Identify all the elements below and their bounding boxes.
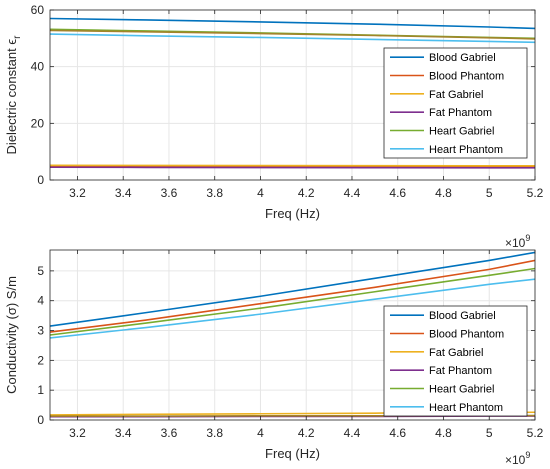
y-tick-label: 2 — [37, 353, 44, 367]
legend: Blood Gabriel Blood Phantom Fat Gabriel Fat… — [383, 47, 528, 159]
series-line-heart-phantom — [50, 33, 535, 44]
x-tick-label: 4 — [257, 426, 264, 440]
x-tick-label: 4.2 — [298, 186, 315, 200]
legend-entry-fat-phantom: Fat Phantom — [429, 107, 492, 119]
chart-panel-2: 3.2 3.4 3.6 3.8 4 4.2 4.4 4.6 4.8 5 5.2 0 1 2 3 4 5 Freq … — [4, 249, 544, 467]
y-tick-label: 40 — [31, 60, 45, 74]
x-tick-label: 3.2 — [69, 186, 86, 200]
x-tick-label: 5 — [486, 426, 493, 440]
series-line-blood-gabriel — [50, 251, 535, 327]
series-line-heart-gabriel — [50, 267, 535, 336]
series-group — [50, 251, 535, 418]
y-tick-label: 3 — [37, 324, 44, 338]
axes-box — [49, 9, 536, 181]
legend-box — [383, 47, 528, 159]
legend-entry-heart-gabriel: Heart Gabriel — [429, 126, 494, 138]
y-tick-label: 0 — [37, 173, 44, 187]
x-tick-label: 3.2 — [69, 426, 86, 440]
x-tick-label: 3.6 — [161, 186, 178, 200]
legend-box — [383, 305, 528, 417]
legend-entry-heart-phantom: Heart Phantom — [429, 144, 503, 156]
x-tick-label: 4.8 — [435, 426, 452, 440]
series-group — [50, 17, 535, 169]
x-axis-exponent: ×109 — [505, 233, 530, 250]
x-tick-label: 4.6 — [389, 186, 406, 200]
x-tick-label: 4.2 — [298, 426, 315, 440]
legend-entry-blood-phantom: Blood Phantom — [429, 71, 504, 83]
x-tick-label: 3.8 — [206, 426, 223, 440]
series-line-unlabeled-6 — [50, 29, 535, 40]
x-tick-label: 3.6 — [161, 426, 178, 440]
legend-entry-heart-phantom: Heart Phantom — [429, 402, 503, 414]
chart-panel-1: 3.2 3.4 3.6 3.8 4 4.2 4.4 4.6 4.8 5 5.2 0 20 40 60 Freq… — [4, 3, 544, 250]
series-line-fat-gabriel — [50, 164, 535, 167]
x-axis-exponent: ×109 — [505, 450, 530, 467]
series-line-fat-phantom — [50, 166, 535, 169]
x-axis-label: Freq (Hz) — [265, 206, 320, 221]
legend-entry-fat-gabriel: Fat Gabriel — [429, 347, 483, 359]
x-tick-label: 4.4 — [344, 426, 361, 440]
series-line-heart-phantom — [50, 278, 535, 339]
x-axis-exponent-power: 9 — [525, 233, 530, 243]
x-tick-label: 4.8 — [435, 186, 452, 200]
x-tick-label: 4 — [257, 186, 264, 200]
legend-entry-blood-gabriel: Blood Gabriel — [429, 52, 496, 64]
x-axis-exponent-power: 9 — [525, 450, 530, 460]
x-tick-label: 4.6 — [389, 426, 406, 440]
y-axis-label: Conductivity (σ) S/m — [4, 276, 19, 394]
series-line-blood-phantom — [50, 165, 535, 168]
legend-entry-blood-gabriel: Blood Gabriel — [429, 310, 496, 322]
x-tick-label: 3.4 — [115, 426, 132, 440]
legend-entry-heart-gabriel: Heart Gabriel — [429, 384, 494, 396]
y-tick-label: 20 — [31, 116, 45, 130]
legend-entry-fat-gabriel: Fat Gabriel — [429, 89, 483, 101]
x-tick-label: 3.4 — [115, 186, 132, 200]
y-axis-label: Dielectric constant ϵr — [4, 35, 23, 155]
legend-entry-blood-phantom: Blood Phantom — [429, 329, 504, 341]
y-axis-label-subscript: r — [12, 35, 23, 39]
series-line-blood-gabriel — [50, 17, 535, 30]
y-tick-label: 60 — [31, 3, 45, 17]
y-tick-label: 5 — [37, 264, 44, 278]
series-line-blood-phantom — [50, 259, 535, 333]
x-tick-label: 5.2 — [527, 426, 544, 440]
y-tick-label: 0 — [37, 413, 44, 427]
axes-box — [49, 249, 536, 421]
y-tick-label: 1 — [37, 383, 44, 397]
legend: Blood Gabriel Blood Phantom Fat Gabriel Fat… — [383, 305, 528, 417]
legend-entry-fat-phantom: Fat Phantom — [429, 365, 492, 377]
y-tick-label: 4 — [37, 294, 44, 308]
x-tick-label: 3.8 — [206, 186, 223, 200]
x-tick-label: 4.4 — [344, 186, 361, 200]
x-tick-label: 5.2 — [527, 186, 544, 200]
x-tick-label: 5 — [486, 186, 493, 200]
x-axis-label: Freq (Hz) — [265, 446, 320, 461]
